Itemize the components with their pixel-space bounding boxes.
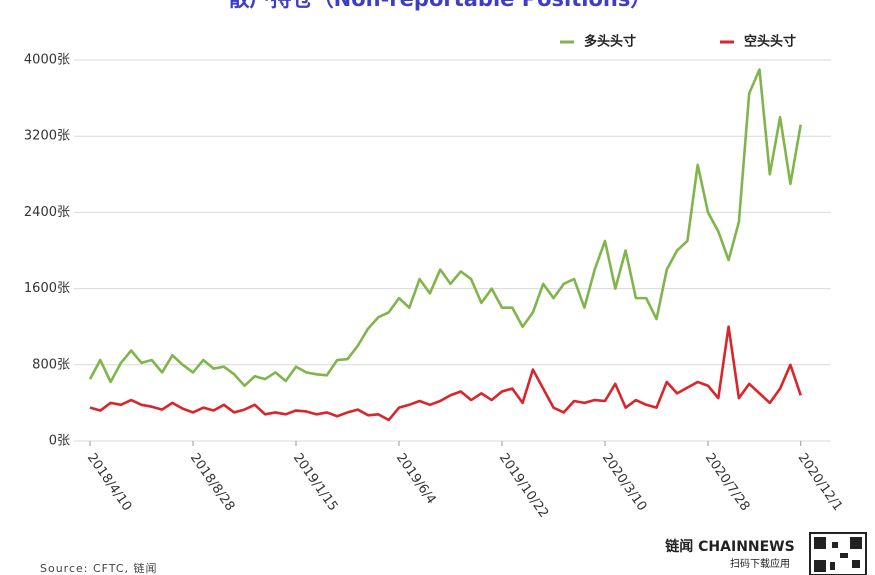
y-tick-label: 0张 xyxy=(49,434,70,449)
series-line xyxy=(89,325,802,422)
x-tick-label: 2020/12/1 xyxy=(795,451,846,514)
series-line xyxy=(88,68,802,388)
y-tick-label: 3200张 xyxy=(24,129,70,144)
y-tick-label: 2400张 xyxy=(24,205,70,220)
x-tick-label: 2020/3/10 xyxy=(599,451,650,514)
x-tick-label: 2018/4/10 xyxy=(84,451,135,514)
y-tick-label: 800张 xyxy=(32,357,70,372)
brand-sub: 扫码下载应用 xyxy=(730,557,790,570)
y-tick-label: 1600张 xyxy=(24,281,70,296)
qr-code xyxy=(809,532,867,575)
x-tick-label: 2019/10/22 xyxy=(496,451,551,521)
chart-title: 散户持仓（Non-reportable Positions） xyxy=(229,0,652,11)
x-tick-label: 2019/6/4 xyxy=(393,451,439,507)
x-tick-label: 2018/8/28 xyxy=(187,451,238,514)
source: Source: CFTC, 链闻 xyxy=(40,561,158,575)
y-tick-label: 4000张 xyxy=(24,53,70,68)
x-tick-label: 2019/1/15 xyxy=(290,451,341,514)
x-tick-label: 2020/7/28 xyxy=(702,451,753,514)
legend-label: 空头头寸 xyxy=(744,34,796,50)
legend-label: 多头头寸 xyxy=(584,34,636,50)
brand: 链闻 CHAINNEWS xyxy=(665,538,794,555)
